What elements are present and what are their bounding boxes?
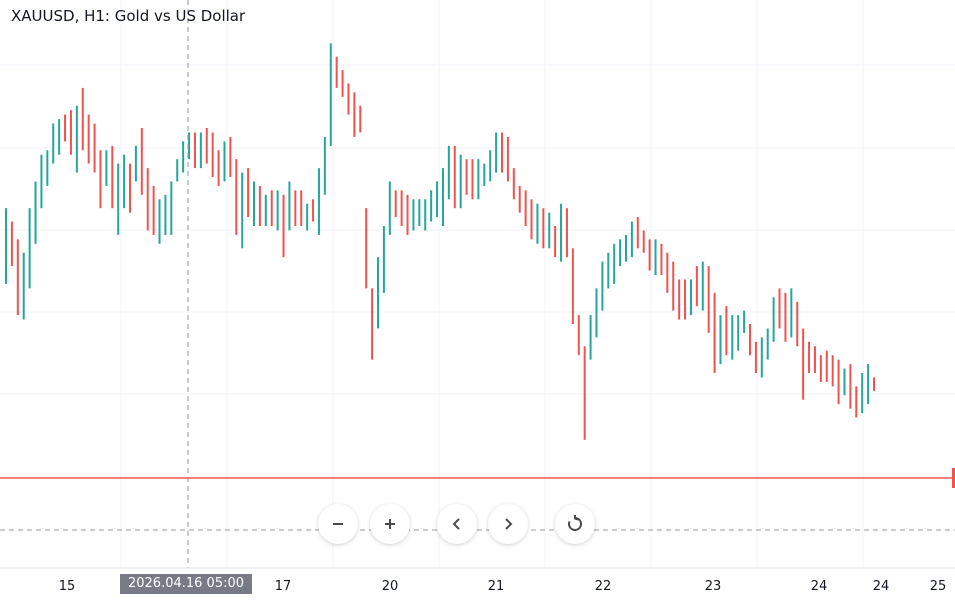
price-marker — [952, 468, 955, 488]
ohlc-bars — [5, 43, 875, 440]
time-axis-tick-label: 20 — [382, 579, 399, 594]
time-axis-tick-label: 25 — [930, 579, 947, 594]
time-axis[interactable]: 15 17 20 21 22 23 24 24 25 — [59, 579, 947, 594]
chevron-left-icon — [452, 518, 460, 530]
reset-icon — [568, 515, 582, 531]
reset-chart-button[interactable] — [555, 504, 595, 544]
chart-navigation-toolbar — [318, 504, 598, 544]
plus-icon — [385, 519, 395, 529]
chart-title: XAUUSD, H1: Gold vs US Dollar — [11, 7, 246, 25]
zoom-out-button[interactable] — [318, 504, 358, 544]
grid-lines — [0, 0, 955, 568]
crosshair-time-label: 2026.04.16 05:00 — [120, 574, 252, 594]
time-axis-tick-label: 21 — [488, 579, 505, 594]
time-axis-tick-label: 15 — [59, 579, 76, 594]
scroll-left-button[interactable] — [437, 504, 477, 544]
scroll-right-button[interactable] — [488, 504, 528, 544]
time-axis-tick-label: 24 — [811, 579, 828, 594]
time-axis-tick-label: 22 — [595, 579, 612, 594]
zoom-in-button[interactable] — [370, 504, 410, 544]
time-axis-tick-label: 23 — [705, 579, 722, 594]
minus-icon — [333, 523, 343, 525]
time-axis-tick-label: 17 — [275, 579, 292, 594]
time-axis-tick-label: 24 — [873, 579, 890, 594]
chevron-right-icon — [505, 518, 513, 530]
